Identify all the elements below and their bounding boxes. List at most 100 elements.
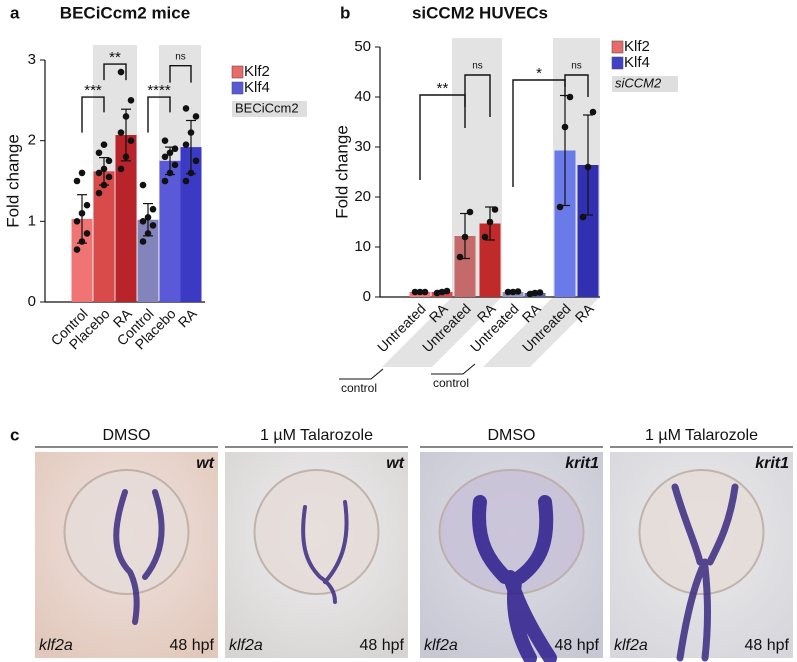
probe-label: klf2a [39, 637, 73, 654]
significance-bracket [564, 74, 589, 97]
data-point [117, 165, 125, 173]
group-bracket [431, 363, 476, 375]
data-point [556, 203, 564, 211]
x-tick-label: RA [175, 305, 201, 331]
embryo-head [253, 469, 380, 595]
bar [115, 135, 137, 302]
y-axis-label: Fold change [3, 134, 22, 228]
data-point [443, 287, 451, 295]
data-point [531, 289, 539, 297]
data-point [561, 123, 569, 131]
y-tick-label: 1 [28, 212, 36, 229]
bar [454, 236, 476, 297]
stage-label: 48 hpf [360, 637, 405, 654]
data-point [139, 238, 147, 245]
stage-label: 48 hpf [170, 637, 215, 654]
data-point [78, 169, 86, 177]
data-point [166, 169, 174, 177]
staining [472, 495, 557, 662]
bar [159, 160, 181, 302]
significance-bracket [103, 63, 127, 81]
chart-title: BECiCcm2 mice [60, 3, 190, 22]
data-point [100, 181, 108, 189]
data-point [161, 137, 169, 144]
bar [479, 223, 501, 297]
shade [483, 297, 600, 367]
significance-label: *** [84, 82, 102, 99]
data-point [486, 218, 494, 226]
data-point [187, 169, 195, 177]
data-point [117, 68, 125, 76]
significance-bracket [81, 96, 105, 133]
data-point [171, 145, 179, 153]
significance-bracket [419, 94, 466, 180]
significance-bracket [147, 96, 171, 133]
data-point [144, 230, 152, 237]
y-axis-label: Fold change [332, 125, 351, 219]
data-point [411, 288, 419, 296]
y-tick-label: 0 [28, 293, 36, 310]
legend-label: Klf2 [244, 63, 270, 80]
data-point [161, 177, 169, 185]
y-tick-label: 0 [363, 288, 371, 305]
data-point [83, 201, 91, 209]
y-tick-label: 20 [354, 188, 371, 205]
legend-swatch [231, 65, 244, 79]
panel-header: 1 µM Talarozole [260, 427, 373, 444]
panel-header: 1 µM Talarozole [645, 427, 758, 444]
significance-label: ** [109, 49, 121, 66]
staining [113, 489, 165, 625]
data-point [514, 288, 522, 295]
legend-note: BECiCcm2 [235, 100, 299, 115]
data-point [100, 141, 108, 148]
legend-swatch [611, 56, 624, 70]
data-point [481, 233, 489, 241]
data-point [95, 189, 103, 197]
stage-label: 48 hpf [745, 637, 790, 654]
group-label: control [433, 376, 469, 390]
significance-bracket [512, 79, 566, 187]
data-point [182, 105, 190, 112]
data-point [122, 153, 130, 161]
data-point [95, 169, 103, 177]
y-tick-label: 2 [28, 132, 36, 149]
data-point [139, 218, 147, 225]
data-point [182, 177, 190, 185]
y-tick-label: 3 [28, 51, 36, 68]
group-bracket [339, 368, 384, 380]
legend-label: Klf4 [624, 54, 650, 71]
genotype-label: krit1 [755, 455, 789, 472]
embryo-image [420, 452, 603, 662]
data-point [161, 153, 169, 161]
data-point [433, 289, 441, 297]
data-point [73, 177, 81, 185]
data-point [144, 214, 152, 221]
legend-note-box [232, 101, 307, 117]
significance-label: ns [571, 61, 582, 72]
stage-label: 48 hpf [555, 637, 600, 654]
data-point [166, 149, 174, 157]
data-point [122, 113, 130, 120]
embryo-image [35, 452, 218, 658]
data-point [526, 290, 534, 298]
legend-label: Klf2 [624, 38, 650, 55]
bar [93, 171, 115, 302]
data-point [105, 173, 113, 181]
data-point [73, 218, 81, 225]
embryo-image [225, 452, 408, 658]
data-point [95, 149, 103, 157]
y-tick-label: 40 [354, 88, 371, 105]
probe-label: klf2a [614, 637, 648, 654]
data-point [579, 213, 587, 221]
significance-label: ns [175, 51, 186, 62]
panel-label: c [10, 425, 19, 444]
significance-label: **** [147, 82, 171, 99]
legend-swatch [231, 81, 244, 95]
bar [577, 165, 599, 297]
significance-label: * [536, 65, 542, 82]
legend-note: siCCM2 [615, 75, 662, 90]
data-point [566, 93, 574, 101]
data-point [461, 233, 469, 241]
data-point [416, 288, 424, 296]
